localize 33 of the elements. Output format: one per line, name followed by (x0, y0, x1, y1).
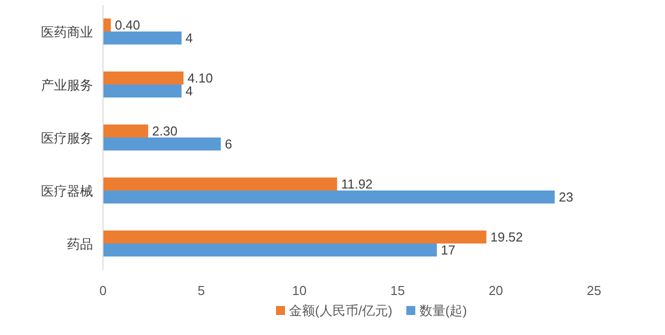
bar (103, 244, 437, 256)
bar (103, 84, 182, 98)
data-label: 4 (186, 84, 193, 98)
bar (103, 18, 111, 32)
y-tick-label: 药品 (67, 236, 93, 252)
bar (103, 32, 182, 44)
data-label: 2.30 (152, 124, 178, 138)
y-tick-label: 医疗服务 (41, 130, 93, 146)
bar (103, 72, 184, 84)
x-tick-label: 25 (586, 283, 602, 298)
x-tick-label: 5 (198, 283, 205, 298)
y-tick-label: 医药商业 (41, 24, 93, 40)
legend-label: 数量(起) (419, 303, 467, 318)
y-tick-label: 产业服务 (41, 78, 93, 92)
bar (103, 230, 486, 244)
data-label: 4 (186, 30, 193, 46)
data-label: 17 (440, 242, 456, 258)
data-label: 23 (558, 190, 574, 204)
data-label: 19.52 (490, 230, 523, 244)
data-label: 4.10 (188, 70, 213, 86)
data-label: 6 (224, 136, 232, 152)
x-tick-label: 10 (292, 283, 307, 298)
data-label: 0.40 (114, 18, 140, 32)
x-tick-label: 20 (488, 283, 504, 298)
bar (103, 190, 555, 204)
x-tick-label: 0 (99, 283, 107, 298)
bar (103, 178, 338, 190)
y-tick-label: 医疗器械 (41, 184, 93, 198)
x-tick-label: 15 (390, 283, 405, 298)
legend-label: 金额(人民币/亿元) (289, 303, 392, 318)
bar (103, 124, 148, 138)
bar (103, 138, 221, 150)
data-label: 11.92 (341, 176, 373, 192)
